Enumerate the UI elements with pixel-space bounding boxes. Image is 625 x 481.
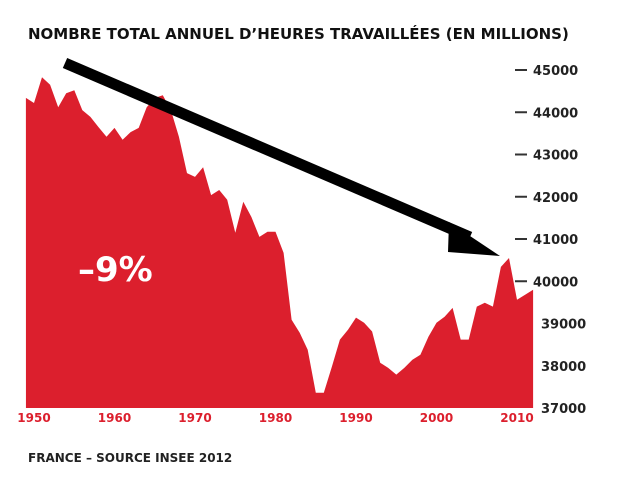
y-tick-label: 37000 xyxy=(541,402,586,417)
chart-title: NOMBRE TOTAL ANNUEL D’HEURES TRAVAILLÉES… xyxy=(28,24,569,43)
x-tick-label: 1980 xyxy=(259,411,292,425)
arrow-shaft xyxy=(62,57,473,243)
y-tick-label: 38000 xyxy=(541,360,586,375)
source-footer: FRANCE – SOURCE INSEE 2012 xyxy=(28,451,232,465)
x-tick-label: 1950 xyxy=(17,411,50,425)
area-series xyxy=(25,77,534,408)
y-tick-label: 41000 xyxy=(533,233,578,248)
y-axis: 45000 44000 43000 42000 41000 40000 39000 38000… xyxy=(515,64,586,417)
area-fill xyxy=(25,77,534,408)
y-tick-label: 40000 xyxy=(533,275,578,290)
y-tick-label: 44000 xyxy=(533,106,578,121)
x-tick-label: 1960 xyxy=(98,411,131,425)
y-tick-label: 42000 xyxy=(533,191,578,206)
x-tick-label: 1990 xyxy=(339,411,372,425)
trend-arrow xyxy=(62,57,500,256)
arrow-head-icon xyxy=(448,222,500,256)
x-tick-label: 1970 xyxy=(178,411,211,425)
y-tick-label: 45000 xyxy=(533,64,578,79)
x-axis: 1950 1960 1970 1980 1990 2000 2010 xyxy=(17,411,533,425)
x-tick-label: 2010 xyxy=(500,411,533,425)
y-tick-label: 43000 xyxy=(533,149,578,164)
y-tick-label: 39000 xyxy=(541,318,586,333)
percent-change-annotation: –9% xyxy=(78,250,153,290)
x-tick-label: 2000 xyxy=(420,411,453,425)
